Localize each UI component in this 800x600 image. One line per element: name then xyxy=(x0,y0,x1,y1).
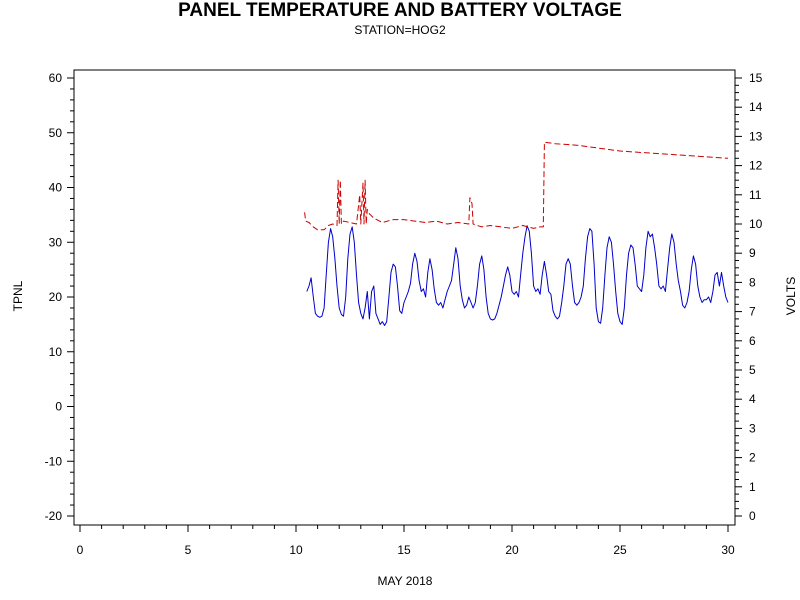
y-right-tick-label: 8 xyxy=(749,275,756,289)
y-right-tick-label: 1 xyxy=(749,480,756,494)
x-tick-label: 15 xyxy=(397,543,411,557)
y-left-tick-label: 0 xyxy=(55,400,62,414)
x-tick-label: 20 xyxy=(505,543,519,557)
y-right-tick-label: 13 xyxy=(749,129,763,143)
y-left-tick-label: 30 xyxy=(49,235,63,249)
y-right-tick-label: 12 xyxy=(749,159,763,173)
y-right-tick-label: 14 xyxy=(749,100,763,114)
series-layer xyxy=(304,141,729,326)
y-left-tick-label: 40 xyxy=(49,181,63,195)
plot-frame xyxy=(73,69,736,526)
y-left-tick-label: 10 xyxy=(49,345,63,359)
panel-temperature-line xyxy=(306,225,729,326)
x-tick-label: 25 xyxy=(613,543,627,557)
battery-voltage-line xyxy=(304,141,729,231)
chart-title: PANEL TEMPERATURE AND BATTERY VOLTAGE xyxy=(178,0,622,21)
y-right-tick-label: 7 xyxy=(749,305,756,319)
y-right-tick-label: 2 xyxy=(749,451,756,465)
y-right-tick-label: 5 xyxy=(749,363,756,377)
y-right-tick-label: 10 xyxy=(749,217,763,231)
y-left-tick-label: 50 xyxy=(49,126,63,140)
y-left-tick-label: -20 xyxy=(45,509,63,523)
x-tick-label: 30 xyxy=(721,543,735,557)
y-right-tick-label: 0 xyxy=(749,509,756,523)
y-right-tick-label: 3 xyxy=(749,421,756,435)
y-left-tick-label: 20 xyxy=(49,290,63,304)
x-tick-label: 0 xyxy=(77,543,84,557)
y-right-tick-label: 9 xyxy=(749,246,756,260)
x-tick-label: 10 xyxy=(289,543,303,557)
y-right-tick-label: 6 xyxy=(749,334,756,348)
y-right-tick-label: 15 xyxy=(749,71,763,85)
y-left-tick-label: 60 xyxy=(49,71,63,85)
x-axis-label: MAY 2018 xyxy=(377,574,433,588)
axes-layer: 0 5 10 15 20 25 30-20-100102030405060012345678… xyxy=(45,71,763,557)
x-tick-label: 5 xyxy=(185,543,192,557)
y-left-tick-label: -10 xyxy=(45,454,63,468)
chart-subtitle: STATION=HOG2 xyxy=(354,23,446,37)
y-right-tick-label: 11 xyxy=(749,188,762,202)
y-right-tick-label: 4 xyxy=(749,392,756,406)
